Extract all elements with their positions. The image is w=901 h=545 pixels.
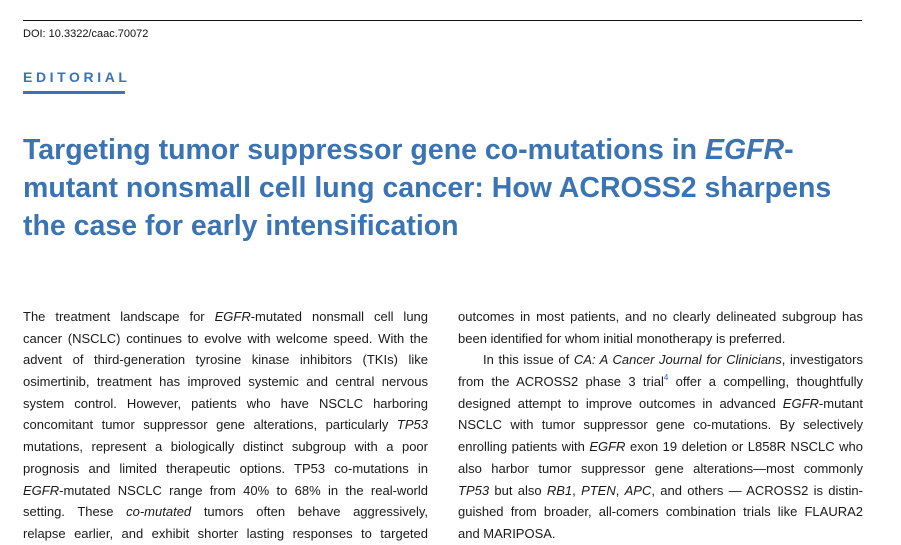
text-run: concomitant tumor suppressor gene altera… <box>23 417 397 433</box>
text-run: also harbor tumor suppressor gene altera… <box>458 460 863 476</box>
text-line: In this issue of CA: A Cancer Journal fo… <box>458 349 863 371</box>
text-line: enrolling patients with EGFR exon 19 del… <box>458 436 863 458</box>
text-run: designed attempt to improve outcomes in … <box>458 395 783 411</box>
text-line: also harbor tumor suppressor gene altera… <box>458 458 863 480</box>
italic-text: EGFR <box>782 395 819 411</box>
text-line: prognosis and limited therapeutic option… <box>23 458 428 480</box>
section-label: EDITORIAL <box>23 69 131 85</box>
text-line: NSCLC with tumor suppressor gene co-muta… <box>458 414 863 436</box>
italic-text: co-mutated <box>126 504 192 520</box>
text-run: , <box>615 482 625 498</box>
italic-text: EGFR <box>23 482 60 498</box>
article-title: Targeting tumor suppressor gene co-mutat… <box>23 131 863 245</box>
text-line: cancer (NSCLC) continues to evolve with … <box>23 328 428 350</box>
italic-text: RB1 <box>546 482 573 498</box>
text-run: Targeting tumor suppressor gene co-mutat… <box>23 134 705 166</box>
text-run: mutations, represent a biologically dist… <box>23 439 428 455</box>
text-run: offer a compelling, thoughtfully <box>668 374 863 390</box>
top-rule <box>23 20 862 21</box>
text-line: from the ACROSS2 phase 3 trial4 offer a … <box>458 371 863 393</box>
text-run: -mutated nonsmall cell lung <box>250 309 429 324</box>
italic-text: TP53 <box>396 417 428 433</box>
text-run: , and others — ACROSS2 is distin- <box>651 482 863 498</box>
text-run: , <box>572 482 582 498</box>
text-run: cancer (NSCLC) continues to evolve with … <box>23 330 428 346</box>
text-run: been identified for whom initial monothe… <box>458 330 786 346</box>
title-line: the case for early intensification <box>23 207 863 245</box>
text-line: outcomes in most patients, and no clearl… <box>458 306 863 328</box>
text-run: guished from broader, all-comers combina… <box>458 504 863 520</box>
text-run: advent of third-generation tyrosine kina… <box>23 352 428 368</box>
text-line: osimertinib, treatment has improved syst… <box>23 371 428 393</box>
text-run: , investigators <box>781 352 863 368</box>
text-line: setting. These co-mutated tumors often b… <box>23 501 428 523</box>
text-line: and MARIPOSA. <box>458 523 863 545</box>
text-line: been identified for whom initial monothe… <box>458 328 863 350</box>
title-line: mutant nonsmall cell lung cancer: How AC… <box>23 169 863 207</box>
italic-text: EGFR <box>704 134 785 166</box>
italic-text: EGFR <box>589 439 626 455</box>
text-line: concomitant tumor suppressor gene altera… <box>23 414 428 436</box>
text-line: EGFR-mutated NSCLC range from 40% to 68%… <box>23 480 428 502</box>
reference-link[interactable]: 4 <box>663 373 669 383</box>
text-run: - <box>784 134 794 166</box>
text-run: prognosis and limited therapeutic option… <box>23 460 428 476</box>
text-run: -mutant <box>818 395 863 411</box>
text-line: relapse earlier, and exhibit shorter las… <box>23 523 428 545</box>
text-run: The treatment landscape for <box>23 309 215 324</box>
text-run: system control. However, patients who ha… <box>23 395 428 411</box>
text-run: tumors often behave aggressively, <box>191 504 428 520</box>
body-column-left: The treatment landscape for EGFR-mutated… <box>23 306 428 545</box>
body-column-right: outcomes in most patients, and no clearl… <box>458 306 863 545</box>
text-run: -mutated NSCLC range from 40% to 68% in … <box>59 482 428 498</box>
text-run: the case for early intensification <box>23 210 459 242</box>
doi[interactable]: DOI: 10.3322/caac.70072 <box>23 28 149 40</box>
text-run: outcomes in most patients, and no clearl… <box>458 309 863 324</box>
text-line: The treatment landscape for EGFR-mutated… <box>23 306 428 328</box>
italic-text: EGFR <box>214 309 251 324</box>
text-run: and MARIPOSA. <box>458 525 556 541</box>
text-line: designed attempt to improve outcomes in … <box>458 393 863 415</box>
italic-text: PTEN <box>581 482 616 498</box>
text-line: TP53 but also RB1, PTEN, APC, and others… <box>458 480 863 502</box>
italic-text: APC <box>624 482 652 498</box>
text-run: relapse earlier, and exhibit shorter las… <box>23 525 428 541</box>
text-run: enrolling patients with <box>458 439 590 455</box>
text-run: osimertinib, treatment has improved syst… <box>23 374 428 390</box>
text-run: mutant nonsmall cell lung cancer: How AC… <box>23 172 832 204</box>
title-line: Targeting tumor suppressor gene co-mutat… <box>23 131 863 169</box>
text-line: system control. However, patients who ha… <box>23 393 428 415</box>
text-line: advent of third-generation tyrosine kina… <box>23 349 428 371</box>
text-line: mutations, represent a biologically dist… <box>23 436 428 458</box>
text-run: exon 19 deletion or L858R NSCLC who <box>625 439 863 455</box>
italic-text: CA: A Cancer Journal for Clinicians <box>573 352 782 368</box>
text-run: but also <box>489 482 547 498</box>
text-line: guished from broader, all-comers combina… <box>458 501 863 523</box>
text-run: In this issue of <box>483 352 574 368</box>
italic-text: TP53 <box>458 482 490 498</box>
text-run: from the ACROSS2 phase 3 trial <box>458 374 664 390</box>
text-run: setting. These <box>23 504 127 520</box>
text-run: NSCLC with tumor suppressor gene co-muta… <box>458 417 863 433</box>
section-underline <box>23 91 125 94</box>
